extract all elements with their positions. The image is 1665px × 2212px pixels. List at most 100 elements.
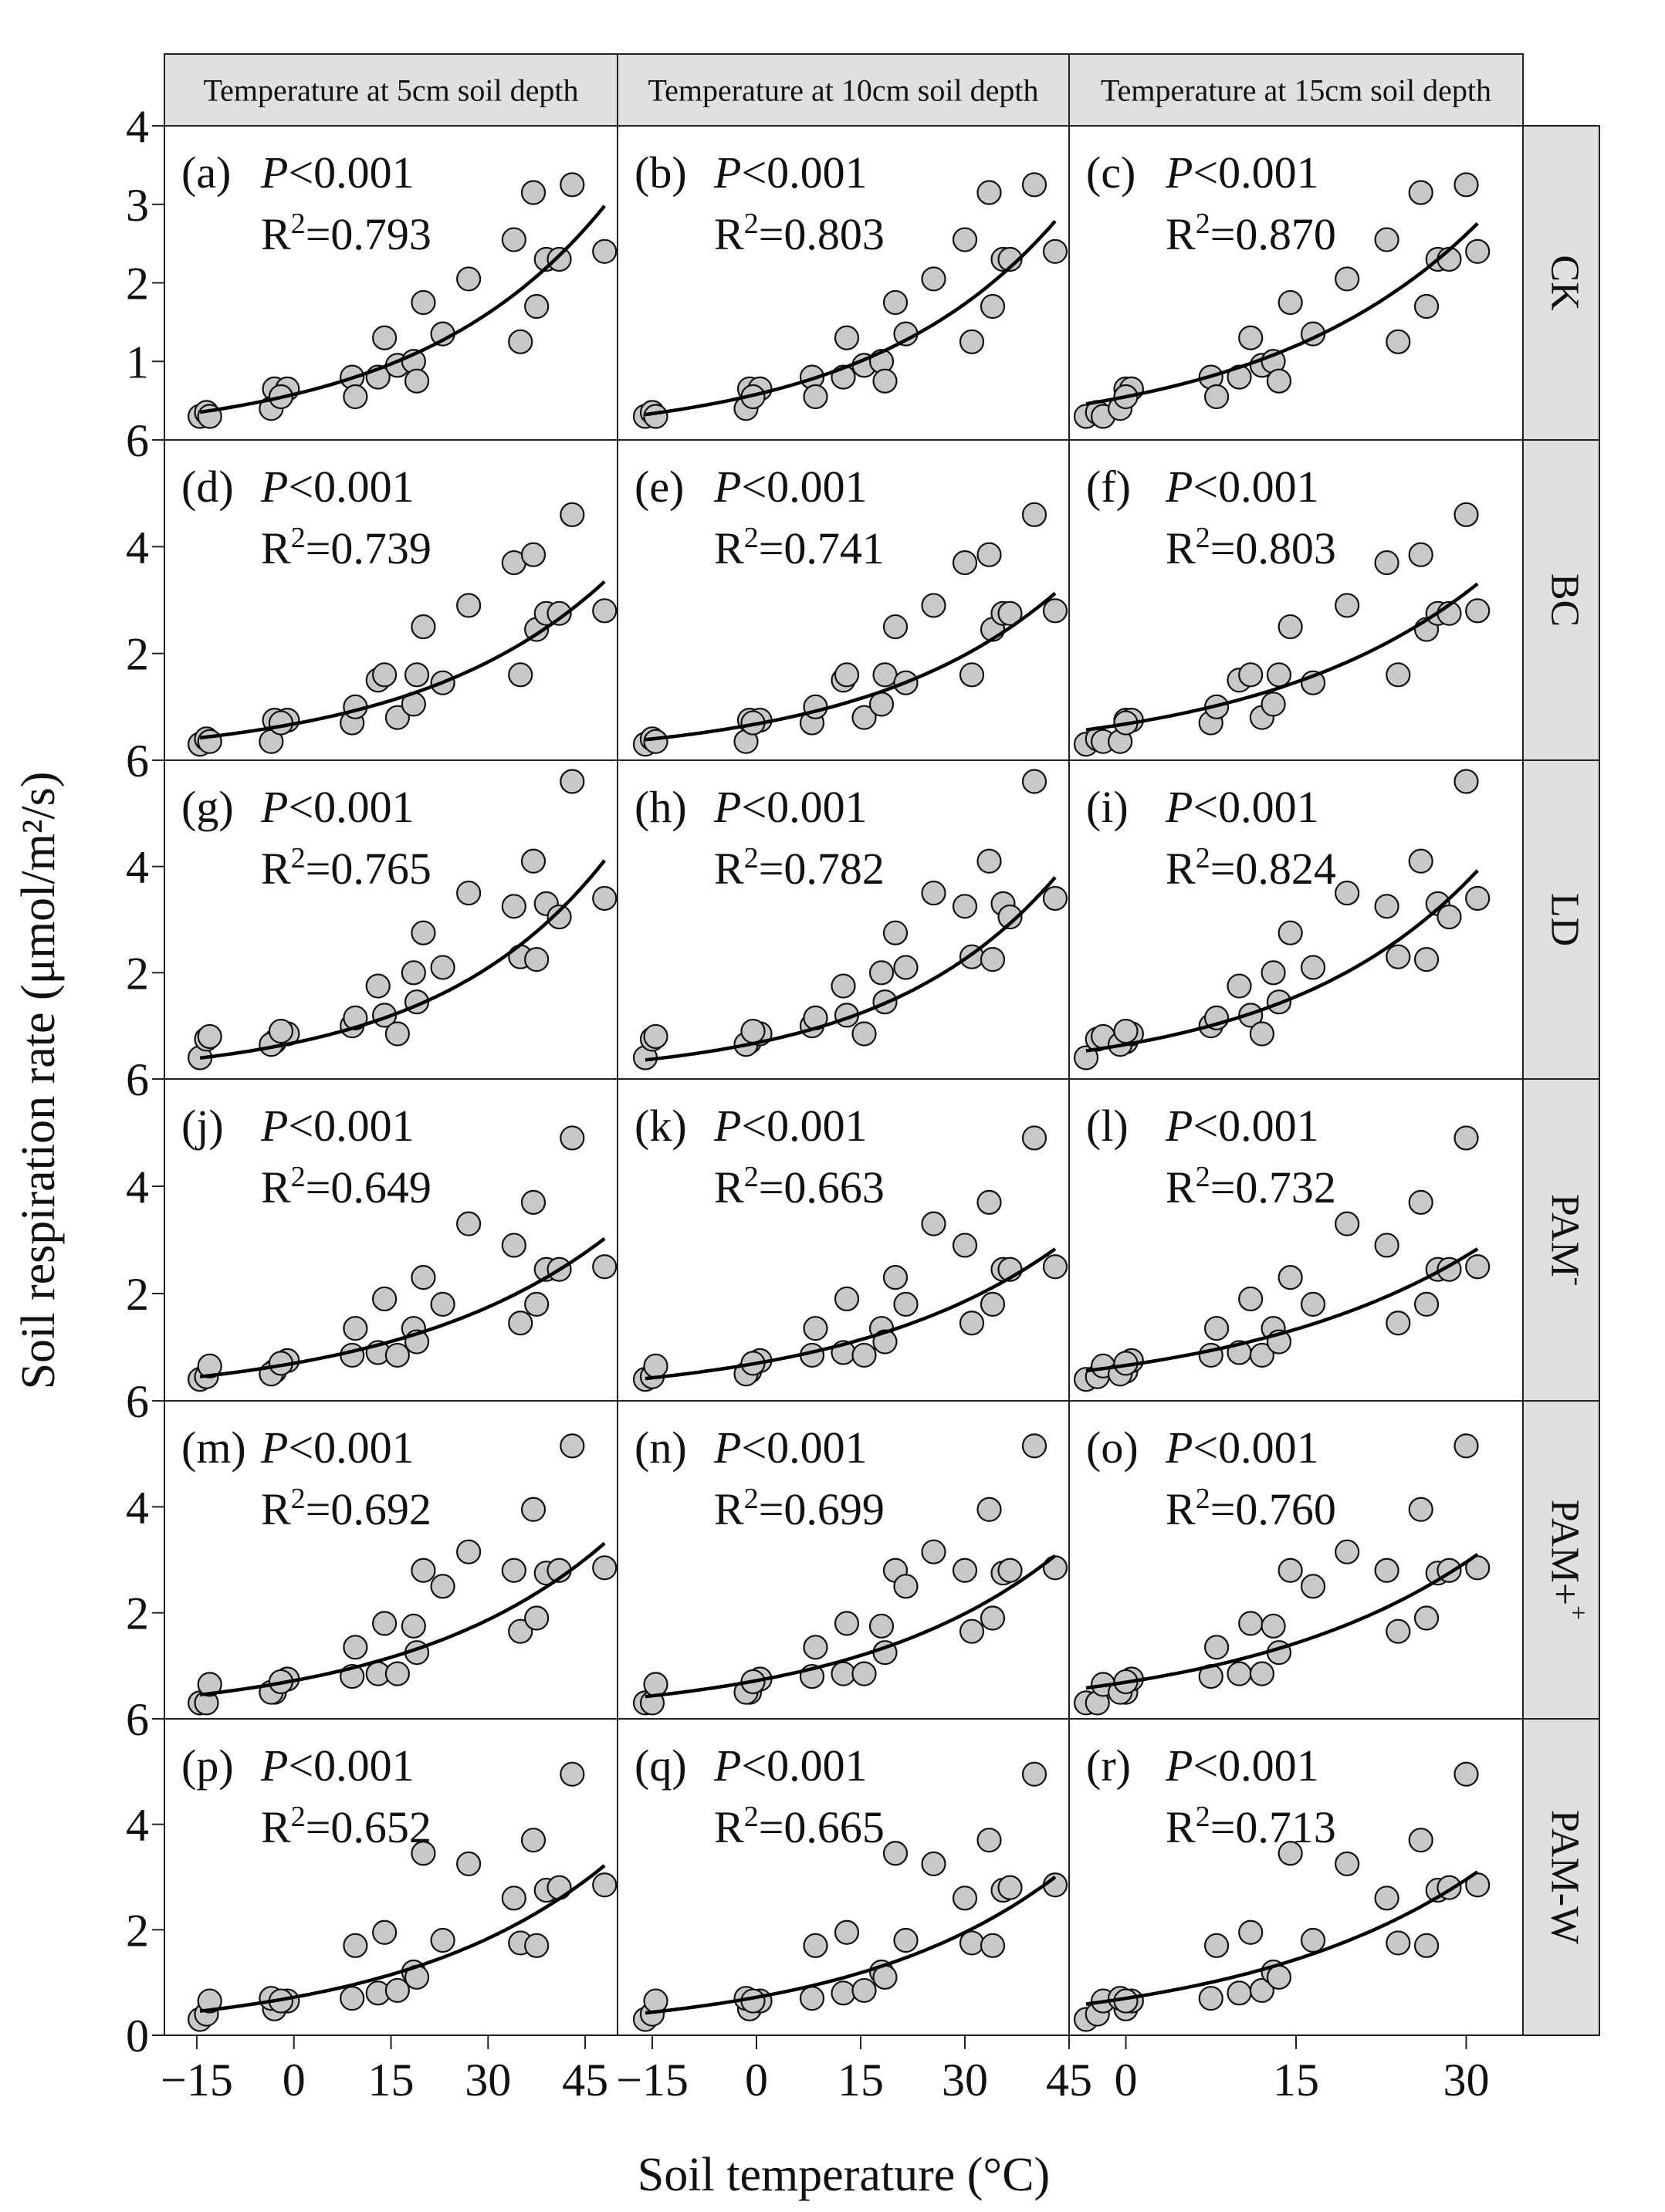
data-point	[831, 1980, 856, 2006]
fit-curve	[199, 580, 606, 740]
data-point	[1374, 1886, 1399, 1911]
p-value: P<0.001	[260, 462, 415, 512]
data-point	[1300, 1927, 1326, 1953]
data-point	[1278, 1265, 1303, 1290]
data-point	[1278, 1841, 1303, 1866]
data-point	[1408, 1828, 1433, 1853]
data-point	[803, 1635, 828, 1660]
data-point	[1021, 769, 1047, 794]
p-value: P<0.001	[1165, 1740, 1319, 1791]
fit-curve	[1085, 222, 1479, 406]
r-squared: R2=0.741	[714, 522, 885, 573]
panel-points	[188, 1125, 618, 1392]
column-header-label: Temperature at 10cm soil depth	[648, 73, 1039, 108]
data-point	[592, 1254, 618, 1280]
data-point	[959, 329, 985, 354]
panel-f: (f) P<0.001 R2=0.803	[1068, 439, 1524, 761]
panel-label: (h)	[635, 782, 687, 832]
y-tick-label: 0	[126, 2011, 149, 2061]
data-point	[501, 1558, 526, 1583]
data-point	[952, 1233, 978, 1258]
data-point	[1278, 614, 1303, 640]
panel-label: (k)	[635, 1101, 687, 1151]
panel-label: (l)	[1086, 1101, 1129, 1151]
x-tick-label: −15	[161, 2055, 233, 2105]
data-point	[1386, 662, 1411, 688]
data-point	[1453, 769, 1479, 794]
p-value: P<0.001	[713, 782, 868, 832]
data-point	[868, 1613, 895, 1639]
data-point	[959, 662, 985, 688]
data-point	[411, 920, 436, 945]
data-point	[882, 289, 909, 316]
data-point	[1227, 1661, 1252, 1686]
data-point	[952, 550, 978, 576]
data-point	[1413, 1605, 1440, 1631]
data-point	[197, 1023, 222, 1050]
data-point	[384, 1342, 410, 1368]
data-point	[1203, 1316, 1230, 1341]
y-tick-label: 3	[126, 180, 149, 231]
panel-label: (q)	[635, 1740, 687, 1791]
r-squared: R2=0.782	[714, 842, 885, 894]
panel-label: (j)	[181, 1101, 224, 1151]
data-point	[980, 1605, 1006, 1631]
data-point	[1203, 384, 1230, 410]
row-label-pam: PAM++	[1522, 1400, 1600, 1720]
p-value: P<0.001	[713, 462, 868, 512]
data-point	[1413, 1933, 1440, 1958]
y-axis-title: Soil respiration rate (μmol/m²/s)	[12, 772, 65, 1390]
data-point	[501, 227, 526, 252]
data-point	[851, 1021, 877, 1047]
data-point	[1453, 1433, 1479, 1459]
data-point	[197, 1672, 222, 1697]
p-value: P<0.001	[713, 1101, 868, 1151]
data-point	[372, 1611, 398, 1636]
data-point	[882, 614, 909, 640]
data-point	[997, 904, 1023, 930]
data-point	[1042, 598, 1068, 624]
data-point	[456, 880, 482, 906]
row-label-ld: LD	[1522, 759, 1600, 1080]
data-point	[268, 710, 294, 736]
data-point	[456, 1851, 482, 1877]
panel-m: (m) P<0.001 R2=0.692	[164, 1400, 618, 1720]
row-label-bc: BC	[1522, 439, 1600, 761]
data-point	[1386, 944, 1411, 969]
panel-label: (e)	[635, 462, 684, 512]
data-point	[952, 1886, 978, 1911]
data-point	[1042, 1555, 1068, 1581]
data-point	[1249, 1021, 1275, 1047]
data-point	[520, 542, 547, 567]
data-point	[411, 1558, 436, 1583]
data-point	[592, 885, 618, 912]
data-point	[1374, 1558, 1399, 1583]
data-point	[952, 1558, 978, 1583]
data-point	[1278, 920, 1303, 945]
data-point	[197, 1353, 222, 1378]
data-point	[1465, 885, 1491, 912]
p-value: P<0.001	[1165, 147, 1319, 198]
x-tick-label: 30	[942, 2055, 988, 2105]
x-tick-label: 0	[745, 2055, 768, 2105]
data-point	[1238, 1611, 1264, 1636]
panel-g: (g) P<0.001 R2=0.765	[164, 759, 618, 1080]
y-tick-label: 4	[126, 1800, 149, 1851]
data-point	[411, 1841, 436, 1866]
data-point	[1408, 1189, 1433, 1215]
panel-c: (c) P<0.001 R2=0.870	[1068, 125, 1524, 441]
panel-points	[632, 1125, 1068, 1392]
data-point	[952, 894, 978, 919]
column-header-label: Temperature at 5cm soil depth	[204, 73, 579, 108]
r-squared: R2=0.824	[1166, 842, 1336, 894]
p-value: P<0.001	[1165, 462, 1319, 512]
data-point	[268, 1018, 294, 1044]
data-point	[1238, 325, 1264, 350]
data-point	[1249, 1661, 1275, 1686]
data-point	[980, 293, 1006, 320]
data-point	[872, 662, 898, 688]
data-point	[1021, 1125, 1047, 1151]
r-squared: R2=0.665	[714, 1801, 885, 1852]
data-point	[882, 1265, 909, 1290]
data-point	[643, 729, 668, 754]
